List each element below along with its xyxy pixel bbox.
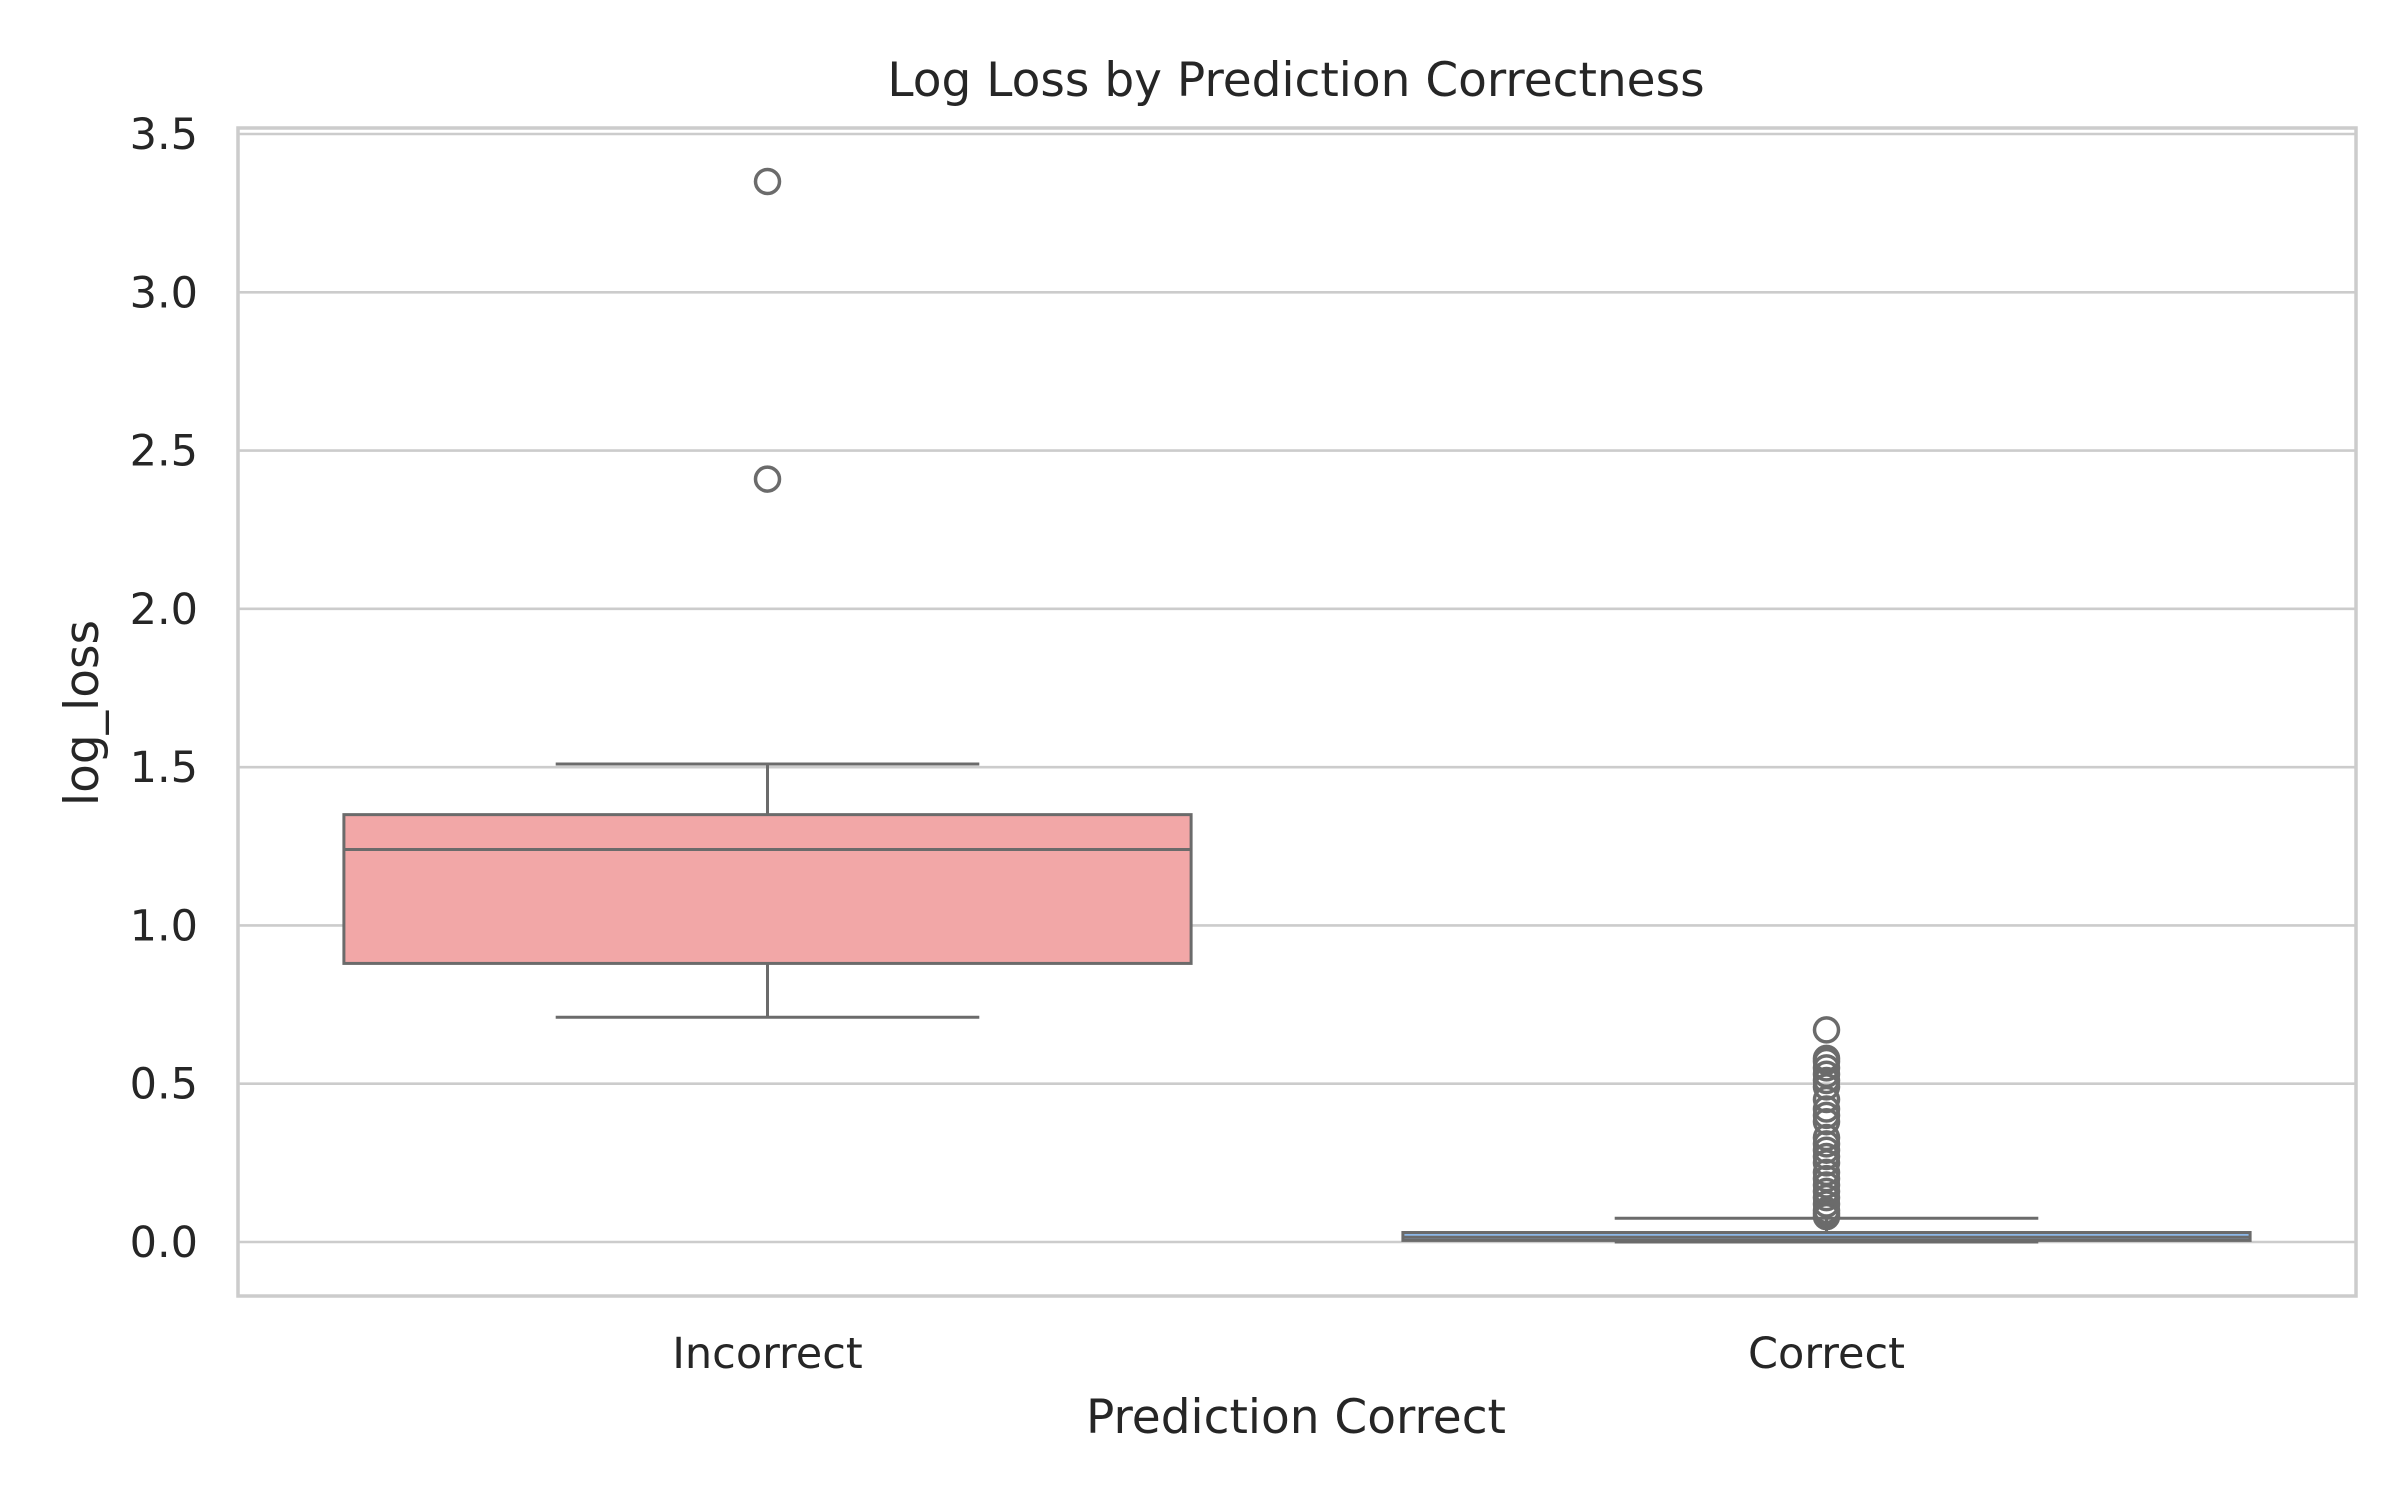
- chart-title: Log Loss by Prediction Correctness: [887, 53, 1704, 108]
- y-tick-label-6: 3.0: [130, 268, 198, 318]
- outlier-point-0: [753, 465, 782, 493]
- outlier-point-1: [753, 167, 782, 196]
- outlier-point-23: [1812, 1044, 1841, 1073]
- plot-frame: [236, 126, 2358, 1298]
- x-tick-label-1: Correct: [1748, 1329, 1905, 1379]
- y-tick-label-2: 1.0: [130, 901, 198, 951]
- y-axis-label: log_loss: [55, 620, 110, 806]
- x-axis-label: Prediction Correct: [1086, 1390, 1506, 1445]
- grid-lines: [238, 132, 2356, 1244]
- y-tick-label-4: 2.0: [130, 585, 198, 635]
- y-tick-label-1: 0.5: [130, 1060, 198, 1110]
- outlier-point-16: [1812, 1095, 1841, 1123]
- iqr-box: [342, 813, 1193, 965]
- x-tick-label-0: Incorrect: [672, 1329, 863, 1379]
- outlier-point-13: [1812, 1123, 1841, 1152]
- y-axis-ticks: 0.0 0.5 1.0 1.5 2.0 2.5 3.0 3.5: [130, 110, 198, 1268]
- y-tick-label-7: 3.5: [130, 110, 198, 160]
- x-axis-ticks: Incorrect Correct: [672, 1329, 1905, 1379]
- y-tick-label-0: 0.0: [130, 1218, 198, 1268]
- y-tick-label-3: 1.5: [130, 743, 198, 793]
- outlier-point-8: [1812, 1158, 1841, 1187]
- box-correct: [1401, 1016, 2252, 1244]
- y-tick-label-5: 2.5: [130, 427, 198, 477]
- box-incorrect: [342, 167, 1193, 1019]
- box-plots: [342, 167, 2252, 1244]
- outlier-point-24: [1812, 1016, 1841, 1044]
